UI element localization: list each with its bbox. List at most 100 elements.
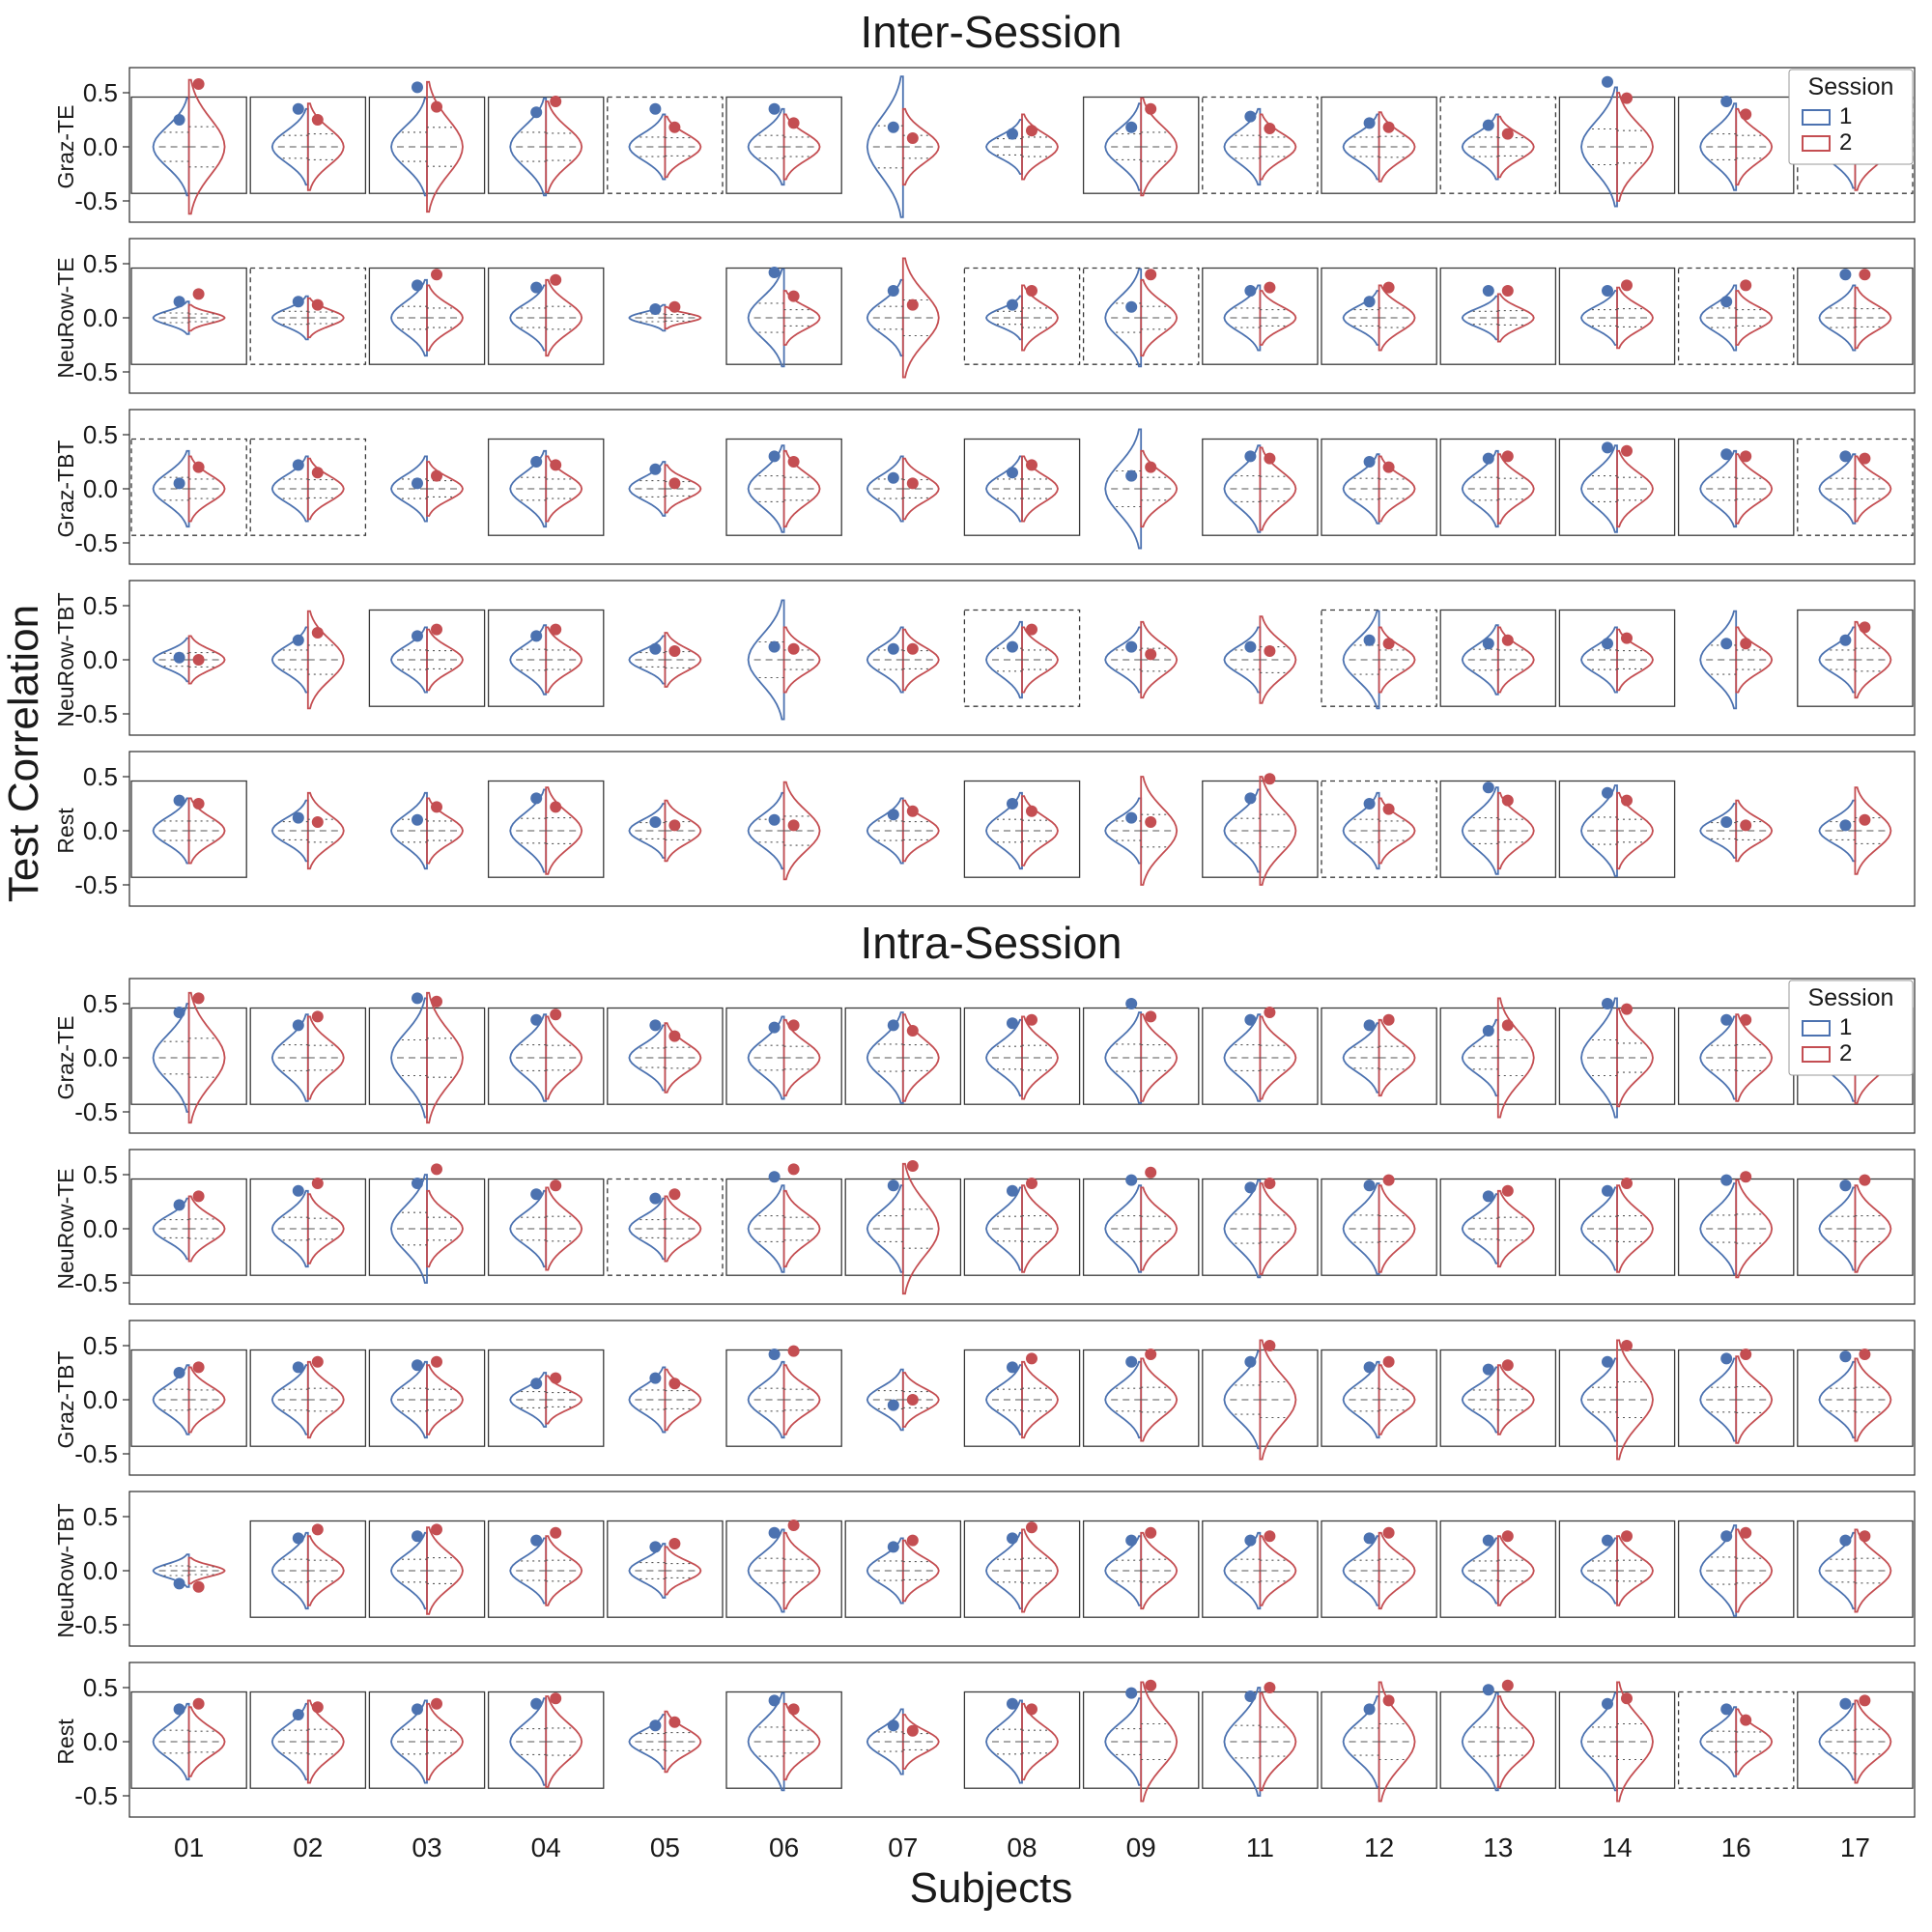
session1-dot: [530, 281, 543, 294]
session2-dot: [431, 269, 442, 281]
violin-cell: [1202, 1178, 1319, 1279]
violin-session2: [1735, 799, 1774, 863]
y-tick-label: 0.5: [83, 591, 118, 620]
session2-dot: [1264, 452, 1276, 465]
y-tick-label: 0.5: [83, 249, 118, 278]
session1-dot: [292, 459, 304, 471]
violin-session1: [509, 1697, 548, 1786]
session1-dot: [1007, 1532, 1018, 1545]
session1-dot: [412, 813, 423, 826]
y-tick-label: -0.5: [74, 1439, 118, 1468]
session2-dot: [550, 801, 562, 813]
violin-session2: [545, 1535, 583, 1606]
legend-swatch: [1802, 1020, 1831, 1037]
y-tick-label: 0.5: [83, 1331, 118, 1360]
subject-tick-label: 17: [1840, 1833, 1870, 1862]
session1-dot: [649, 463, 662, 475]
violin-session2: [426, 80, 464, 213]
violin-session2: [1140, 278, 1179, 357]
session2-dot: [311, 467, 324, 479]
row-label: Graz-TBT: [53, 440, 78, 538]
session2-dot: [431, 801, 442, 813]
session2-dot: [431, 1355, 442, 1368]
session2-dot: [1264, 1682, 1276, 1693]
violin-cell: [866, 455, 940, 523]
violin-cell: [270, 610, 345, 710]
violin-cell: [1439, 997, 1557, 1119]
session2-dot: [1382, 638, 1395, 650]
session1-dot: [173, 1367, 185, 1378]
violin-session1: [866, 1708, 904, 1776]
violin-session2: [664, 1195, 702, 1263]
violin-session2: [1496, 1695, 1535, 1788]
violin-session2: [1735, 453, 1774, 525]
violin-session2: [1021, 1360, 1059, 1439]
x-axis-label: Subjects: [909, 1864, 1073, 1912]
session2-dot: [1026, 1178, 1037, 1189]
session2-dot: [787, 1163, 800, 1176]
significance-box: [1797, 1178, 1914, 1276]
y-tick-label: -0.5: [74, 1781, 118, 1810]
session2-dot: [1501, 128, 1514, 140]
session1-dot: [173, 794, 185, 807]
violin-cell: [1104, 620, 1179, 699]
session1-dot: [1244, 450, 1257, 463]
session2-dot: [1859, 1694, 1871, 1707]
violin-session2: [1259, 1339, 1297, 1461]
violin-session2: [1378, 1184, 1416, 1273]
significance-box: [1439, 438, 1557, 536]
violin-session2: [1259, 1535, 1297, 1606]
y-tick-label: 0.0: [83, 1385, 118, 1414]
violin-session2: [545, 1015, 583, 1100]
significance-box: [368, 609, 486, 707]
violin-session2: [901, 1714, 940, 1770]
violin-session1: [1699, 1015, 1738, 1100]
violin-session2: [1259, 615, 1297, 704]
session1-dot: [1482, 1684, 1494, 1696]
violin-cell: [1082, 1166, 1200, 1276]
significance-box: [487, 1178, 605, 1276]
session2-dot: [668, 1030, 681, 1042]
session1-dot: [768, 1694, 781, 1707]
panel-row: Graz-TE0.5 0.0 -0.5 Session 12: [53, 978, 1916, 1134]
violin-cell: [390, 791, 464, 870]
violin-cell: [1439, 267, 1557, 365]
violin-cell: [249, 1178, 367, 1276]
violin-session2: [1259, 1691, 1297, 1792]
session2-dot: [311, 627, 324, 639]
y-tick-label: -0.5: [74, 870, 118, 899]
violin-session2: [426, 628, 464, 692]
violin-session1: [1342, 610, 1380, 710]
violin-cell: [249, 267, 367, 365]
session1-dot: [1720, 1013, 1733, 1026]
session1-dot: [292, 102, 304, 115]
violin-session2: [1616, 449, 1654, 528]
legend: Session 12: [1788, 980, 1914, 1076]
session2-dot: [192, 78, 205, 90]
violin-cell: [487, 267, 605, 365]
violin-session2: [1735, 1179, 1774, 1279]
violin-session2: [187, 303, 226, 332]
violin-session2: [1259, 1182, 1297, 1275]
y-tick-label: 0.5: [83, 420, 118, 449]
violin-session2: [306, 791, 345, 870]
violin-session2: [782, 626, 821, 694]
violin-session2: [306, 1015, 345, 1100]
violin-session1: [1580, 86, 1618, 208]
session2-dot: [1621, 1003, 1633, 1015]
session2-dot: [787, 819, 800, 832]
session1-dot: [1720, 96, 1733, 107]
significance-box: [1558, 267, 1676, 365]
session1-dot: [1007, 798, 1018, 810]
violin-session1: [1104, 1184, 1143, 1273]
violin-session1: [747, 1528, 785, 1613]
violin-session2: [1616, 1184, 1654, 1273]
subject-tick-label: 13: [1483, 1833, 1513, 1862]
subject-tick-label: 01: [174, 1833, 204, 1862]
violin-cell: [368, 267, 486, 365]
violin-session1: [866, 1368, 904, 1432]
violin-cell: [487, 1349, 605, 1447]
session1-dot: [1363, 296, 1376, 308]
violin-cell: [152, 635, 226, 685]
